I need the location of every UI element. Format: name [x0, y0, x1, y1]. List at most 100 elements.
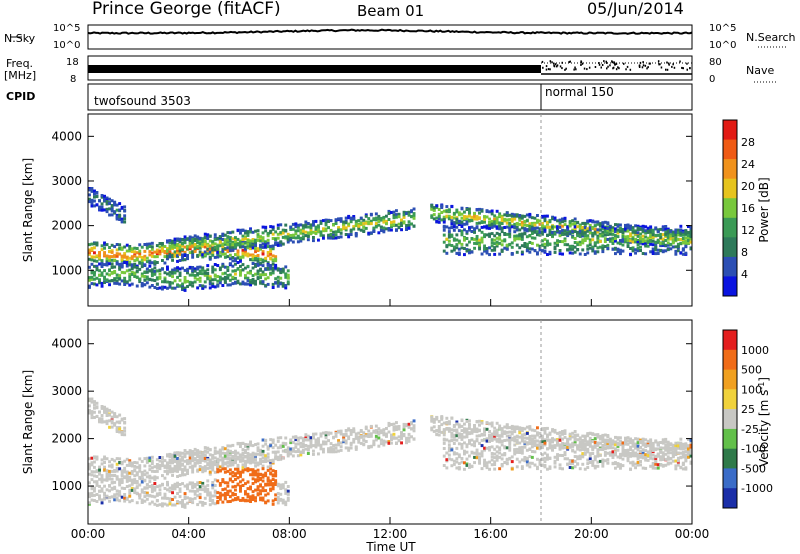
freq-dot [659, 63, 661, 66]
power-cell [100, 244, 104, 248]
velocity-cell [239, 455, 242, 459]
power-cell [110, 207, 114, 211]
velocity-cell [198, 481, 202, 484]
velocity-cell [271, 478, 275, 481]
velocity-cell [271, 441, 275, 445]
power-cell [450, 222, 454, 226]
velocity-cell [251, 453, 255, 457]
power-cell [533, 230, 537, 234]
power-cell [669, 237, 673, 241]
power-cell [90, 275, 94, 279]
velocity-cell [186, 461, 189, 465]
power-cell [651, 228, 655, 232]
freq-dot [556, 65, 558, 68]
velocity-cell [181, 462, 184, 466]
power-cell [334, 233, 338, 237]
power-cell [228, 283, 232, 287]
velocity-cell [191, 451, 195, 455]
velocity-cell [105, 414, 109, 417]
velocity-cell [402, 422, 406, 426]
power-cell [442, 217, 446, 221]
velocity-cell [334, 450, 338, 454]
power-cell [223, 240, 227, 244]
velocity-cell [201, 466, 205, 470]
power-cell [621, 232, 625, 236]
power-cell [274, 241, 278, 245]
velocity-cell [465, 430, 469, 434]
power-cell [543, 225, 547, 229]
power-cell [518, 222, 522, 226]
power-cell [619, 239, 622, 243]
power-cell [100, 248, 104, 252]
y-tick-label: 4000 [51, 129, 82, 143]
velocity-cell [208, 470, 212, 474]
power-cell [203, 273, 207, 277]
velocity-cell [95, 475, 99, 478]
power-cell [246, 254, 250, 258]
velocity-cell [261, 460, 265, 464]
power-cell [291, 227, 295, 231]
power-cell [654, 242, 658, 246]
velocity-cell [473, 444, 476, 448]
power-cell [158, 272, 162, 276]
velocity-cell [510, 455, 514, 459]
velocity-cell [478, 434, 481, 438]
power-cell [676, 231, 680, 235]
power-cell [236, 243, 240, 247]
power-cell [437, 214, 441, 218]
velocity-cell [239, 487, 242, 491]
velocity-cell [447, 453, 451, 457]
power-cell [493, 214, 497, 218]
power-cell [631, 246, 635, 250]
velocity-cell [450, 416, 454, 420]
power-cell [158, 249, 162, 253]
power-cell [490, 219, 494, 223]
power-cell [98, 256, 101, 260]
power-cell [463, 247, 466, 250]
power-cell [639, 227, 642, 231]
velocity-cell [241, 484, 245, 487]
velocity-cell [216, 491, 220, 495]
power-cell [515, 243, 519, 247]
velocity-cell [508, 436, 512, 440]
velocity-cell [468, 463, 471, 467]
power-cell [143, 270, 147, 274]
power-cell [226, 283, 230, 287]
velocity-cell [505, 462, 509, 466]
power-cell [256, 232, 260, 236]
power-cell [246, 271, 250, 275]
velocity-cell [244, 460, 247, 464]
velocity-cell [100, 477, 104, 481]
power-cell [457, 229, 461, 233]
power-cell [488, 246, 491, 250]
power-cell [231, 256, 235, 259]
power-cell [246, 230, 250, 234]
power-cell [601, 250, 605, 254]
velocity-cell [113, 498, 117, 502]
power-cell [495, 231, 499, 235]
velocity-cell [249, 441, 252, 445]
power-cell [105, 202, 109, 206]
power-cell [392, 220, 396, 224]
velocity-cell [241, 448, 245, 452]
velocity-cell [294, 438, 298, 442]
power-cell [120, 218, 124, 222]
velocity-cell [244, 492, 247, 496]
velocity-cell [447, 429, 451, 433]
velocity-cell [171, 491, 174, 495]
velocity-cell [256, 452, 260, 456]
power-cell [289, 228, 293, 231]
power-cell [450, 244, 454, 247]
power-cell [372, 217, 376, 221]
power-cell [108, 197, 111, 201]
power-cell [166, 240, 169, 244]
power-cell [339, 217, 343, 221]
power-cell [274, 243, 278, 246]
power-cell [445, 225, 449, 229]
power-cell [208, 234, 212, 238]
velocity-cell [455, 460, 459, 464]
power-cell [639, 249, 642, 252]
velocity-cell [337, 439, 340, 443]
velocity-cell [319, 432, 323, 436]
power-cell [291, 222, 295, 226]
